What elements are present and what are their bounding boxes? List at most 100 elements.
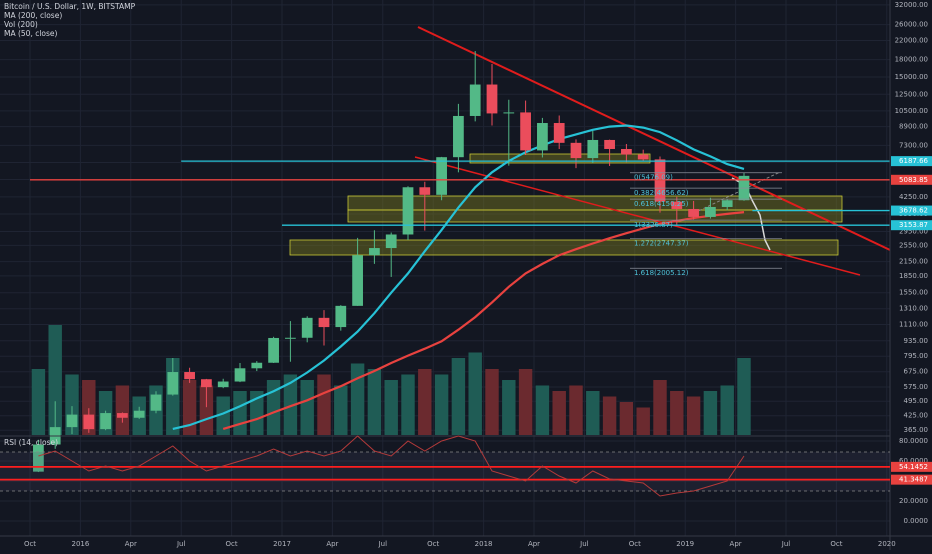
volume-bar — [367, 369, 382, 435]
volume-bar — [182, 380, 197, 435]
rsi-tick-label: 60.0000 — [899, 457, 928, 465]
fib-label: 1.272(2747.37) — [634, 239, 689, 247]
indicator-label: Vol (200) — [4, 20, 38, 29]
y-tick-label: 18000.00 — [895, 56, 928, 64]
candle-body — [318, 317, 330, 328]
y-tick-label: 1110.00 — [899, 320, 928, 328]
candle-body — [184, 372, 195, 380]
volume-bar — [401, 374, 415, 435]
volume-bar — [569, 385, 583, 435]
volume-bar — [703, 391, 718, 435]
y-tick-label: 22000.00 — [895, 37, 928, 45]
y-tick-label: 10500.00 — [895, 107, 928, 115]
volume-bar — [586, 391, 600, 435]
volume-bar — [552, 391, 566, 435]
volume-bar — [518, 369, 533, 435]
price-label: 5083.85 — [899, 176, 928, 184]
candle-body — [604, 139, 615, 149]
candle-body — [66, 414, 78, 428]
volume-bar — [468, 352, 482, 435]
volume-bar — [48, 325, 62, 435]
volume-bar — [31, 369, 46, 435]
candle-body — [385, 234, 397, 249]
price-label: 3153.87 — [899, 221, 928, 229]
price-label: 3678.62 — [899, 207, 928, 215]
candle-body — [537, 123, 548, 151]
fib-label: 1.618(2005.12) — [634, 269, 689, 277]
y-tick-label: 4250.00 — [899, 193, 928, 201]
x-tick-label: Oct — [830, 540, 842, 548]
volume-bar — [485, 369, 499, 435]
x-tick-label: Oct — [226, 540, 238, 548]
candle-body — [520, 112, 531, 151]
y-tick-label: 32000.00 — [895, 1, 928, 9]
candle-body — [217, 381, 229, 388]
y-tick-label: 12500.00 — [895, 90, 928, 98]
y-tick-label: 365.00 — [904, 426, 929, 434]
volume-bar — [334, 385, 348, 435]
y-tick-label: 575.00 — [904, 383, 929, 391]
x-tick-label: Oct — [24, 540, 36, 548]
candle-body — [453, 115, 464, 158]
y-tick-label: 2950.00 — [899, 228, 928, 236]
candle-body — [671, 201, 683, 209]
candle-body — [268, 337, 279, 363]
price-label-box — [891, 156, 932, 167]
y-tick-label: 495.00 — [904, 397, 929, 405]
volume-bar — [686, 396, 701, 435]
candle-body — [251, 362, 263, 369]
candle-body — [503, 112, 515, 114]
y-tick-label: 425.00 — [904, 412, 929, 420]
rsi-line — [38, 435, 745, 497]
x-tick-label: Oct — [629, 540, 641, 548]
indicator-label: MA (200, close) — [4, 11, 62, 20]
volume-bar — [317, 374, 331, 435]
volume-bar — [602, 396, 617, 435]
volume-bar — [619, 402, 634, 435]
zone-box — [347, 195, 843, 211]
volume-bar — [720, 385, 734, 435]
x-tick-label: Oct — [427, 540, 439, 548]
trend-line — [417, 26, 891, 251]
drawings — [289, 26, 891, 276]
candle-body — [33, 444, 44, 472]
volume-bar — [283, 374, 298, 435]
y-tick-label: 2150.00 — [899, 258, 928, 266]
candle-body — [285, 337, 296, 339]
x-tick-label: Apr — [730, 540, 742, 548]
y-tick-label: 15000.00 — [895, 73, 928, 81]
fib-label: 1(3326.87) — [634, 221, 673, 229]
volume-bar — [250, 391, 264, 435]
candle-body — [150, 394, 162, 411]
candle-body — [469, 84, 481, 116]
volume-bar — [535, 385, 550, 435]
candle-body — [486, 84, 498, 114]
candle-body — [117, 413, 128, 418]
y-tick-label: 795.00 — [904, 352, 929, 360]
y-tick-label: 675.00 — [904, 368, 929, 376]
candle-body — [335, 305, 347, 328]
x-tick-label: 2019 — [676, 540, 694, 548]
y-tick-label: 1310.00 — [899, 305, 928, 313]
x-tick-label: Jul — [378, 540, 388, 548]
volume-bar — [737, 358, 751, 435]
y-tick-label: 7300.00 — [899, 141, 928, 149]
volume-bar — [300, 380, 314, 435]
volume-bar — [434, 374, 449, 435]
volume-bar — [451, 358, 466, 435]
volume-bar — [418, 369, 432, 435]
candle-body — [688, 208, 699, 217]
y-tick-label: 1550.00 — [899, 289, 928, 297]
fib-label: 0.382(4656.62) — [634, 189, 689, 197]
volume-bar — [636, 407, 650, 435]
price-label-box — [891, 174, 932, 185]
zone-box — [469, 153, 651, 164]
x-tick-label: Apr — [528, 540, 540, 548]
rsi-pane — [0, 435, 890, 497]
volume-bar — [115, 385, 130, 435]
candle-body — [167, 372, 179, 395]
candle-body — [553, 123, 565, 143]
rsi-level-label: 54.1452 — [899, 463, 928, 471]
